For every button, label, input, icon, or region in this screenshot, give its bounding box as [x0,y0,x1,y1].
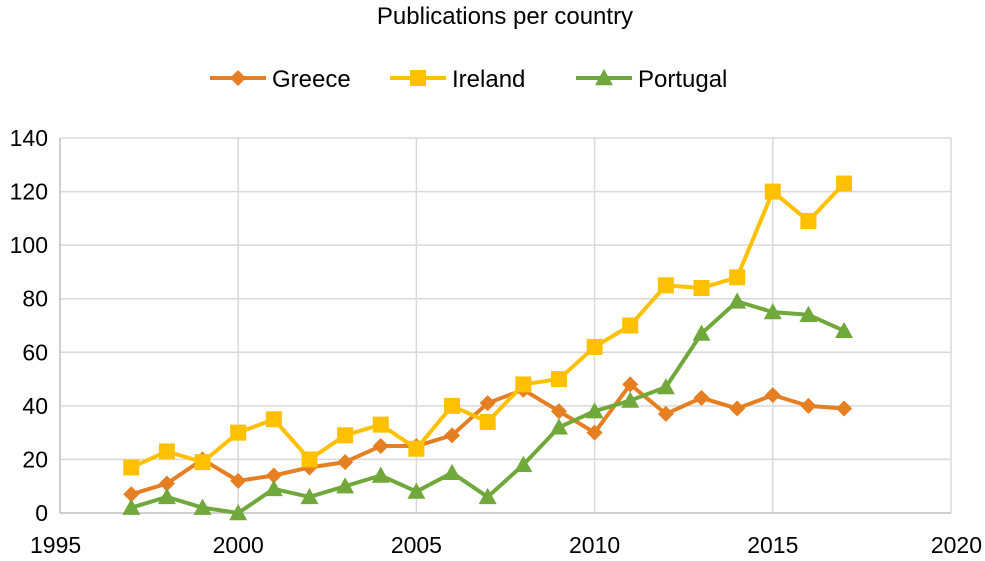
data-point-ireland [693,280,710,296]
data-point-portugal [799,305,818,322]
data-point-greece [622,376,639,393]
data-point-greece [444,427,461,444]
data-point-ireland [372,416,389,433]
data-point-greece [479,395,496,412]
y-tick-label: 100 [10,232,48,258]
data-point-ireland [408,440,425,457]
data-point-greece [693,389,710,406]
series-portugal [122,292,854,521]
legend-marker-greece [230,70,246,86]
y-tick-label: 120 [10,179,48,205]
data-point-portugal [835,321,854,339]
gridlines [60,137,952,513]
data-point-ireland [622,317,639,334]
legend-item-portugal: Portugal [576,66,727,93]
data-point-ireland [337,427,354,444]
data-point-greece [372,438,389,455]
x-tick-label: 2010 [569,532,620,558]
legend-marker-ireland [410,70,426,86]
y-tick-label: 140 [10,125,48,151]
data-point-ireland [586,338,603,355]
x-tick-label: 2020 [931,532,982,558]
data-point-greece [123,486,140,503]
data-point-portugal [478,487,497,505]
axes: 0 20 40 60 80 100 120 140 1995 2000 2005 2010 2015 20… [10,125,982,558]
data-point-greece [800,397,817,414]
data-point-portugal [336,477,355,494]
data-point-portugal [656,378,675,395]
data-point-portugal [193,498,212,515]
series-ireland [123,175,853,476]
data-point-ireland [515,376,532,393]
legend-marker-portugal [595,69,613,86]
data-point-greece [836,400,853,417]
data-point-greece [230,472,247,489]
legend: Greece Ireland Portugal [210,66,727,93]
data-point-ireland [123,459,140,476]
data-point-ireland [479,413,496,430]
data-point-ireland [657,277,674,294]
series-layer [122,175,854,521]
y-tick-label: 40 [22,393,48,419]
legend-label: Greece [272,66,351,93]
chart-title: Publications per country [377,3,633,30]
data-point-portugal [621,391,640,408]
data-point-portugal [728,292,747,309]
data-point-portugal [585,402,604,419]
y-tick-label: 60 [22,339,48,365]
legend-item-ireland: Ireland [390,66,525,93]
data-point-portugal [763,303,782,320]
data-point-greece [764,387,781,404]
legend-label: Portugal [638,66,727,93]
data-point-greece [729,400,746,417]
x-tick-label: 2005 [391,532,442,558]
data-point-ireland [230,424,247,441]
x-tick-label: 2015 [747,532,798,558]
data-point-portugal [229,504,248,521]
data-point-portugal [300,487,319,505]
data-point-greece [158,475,175,492]
data-point-portugal [122,498,141,515]
data-point-ireland [729,269,746,286]
data-point-greece [265,467,282,484]
legend-label: Ireland [452,66,525,93]
data-point-portugal [264,479,283,497]
data-point-portugal [407,482,426,499]
data-point-greece [586,424,603,441]
y-tick-label: 80 [22,286,48,312]
x-tick-label: 2000 [213,532,264,558]
data-point-portugal [514,455,533,472]
data-point-greece [550,403,567,420]
data-point-ireland [265,411,282,428]
data-point-portugal [371,466,390,483]
data-point-ireland [301,451,318,468]
data-point-greece [657,405,674,422]
data-point-ireland [194,454,211,471]
y-tick-label: 0 [35,500,48,526]
legend-item-greece: Greece [210,66,351,93]
data-point-portugal [692,324,711,341]
data-point-portugal [549,418,568,435]
data-point-ireland [764,183,781,200]
data-point-greece [337,454,354,471]
data-point-portugal [157,487,176,505]
data-point-ireland [836,175,853,192]
y-tick-label: 20 [22,446,48,472]
data-point-ireland [550,371,567,388]
data-point-ireland [800,213,817,230]
data-point-portugal [443,463,462,481]
data-point-ireland [444,397,461,414]
x-tick-label: 1995 [30,532,81,558]
data-point-ireland [158,443,175,460]
